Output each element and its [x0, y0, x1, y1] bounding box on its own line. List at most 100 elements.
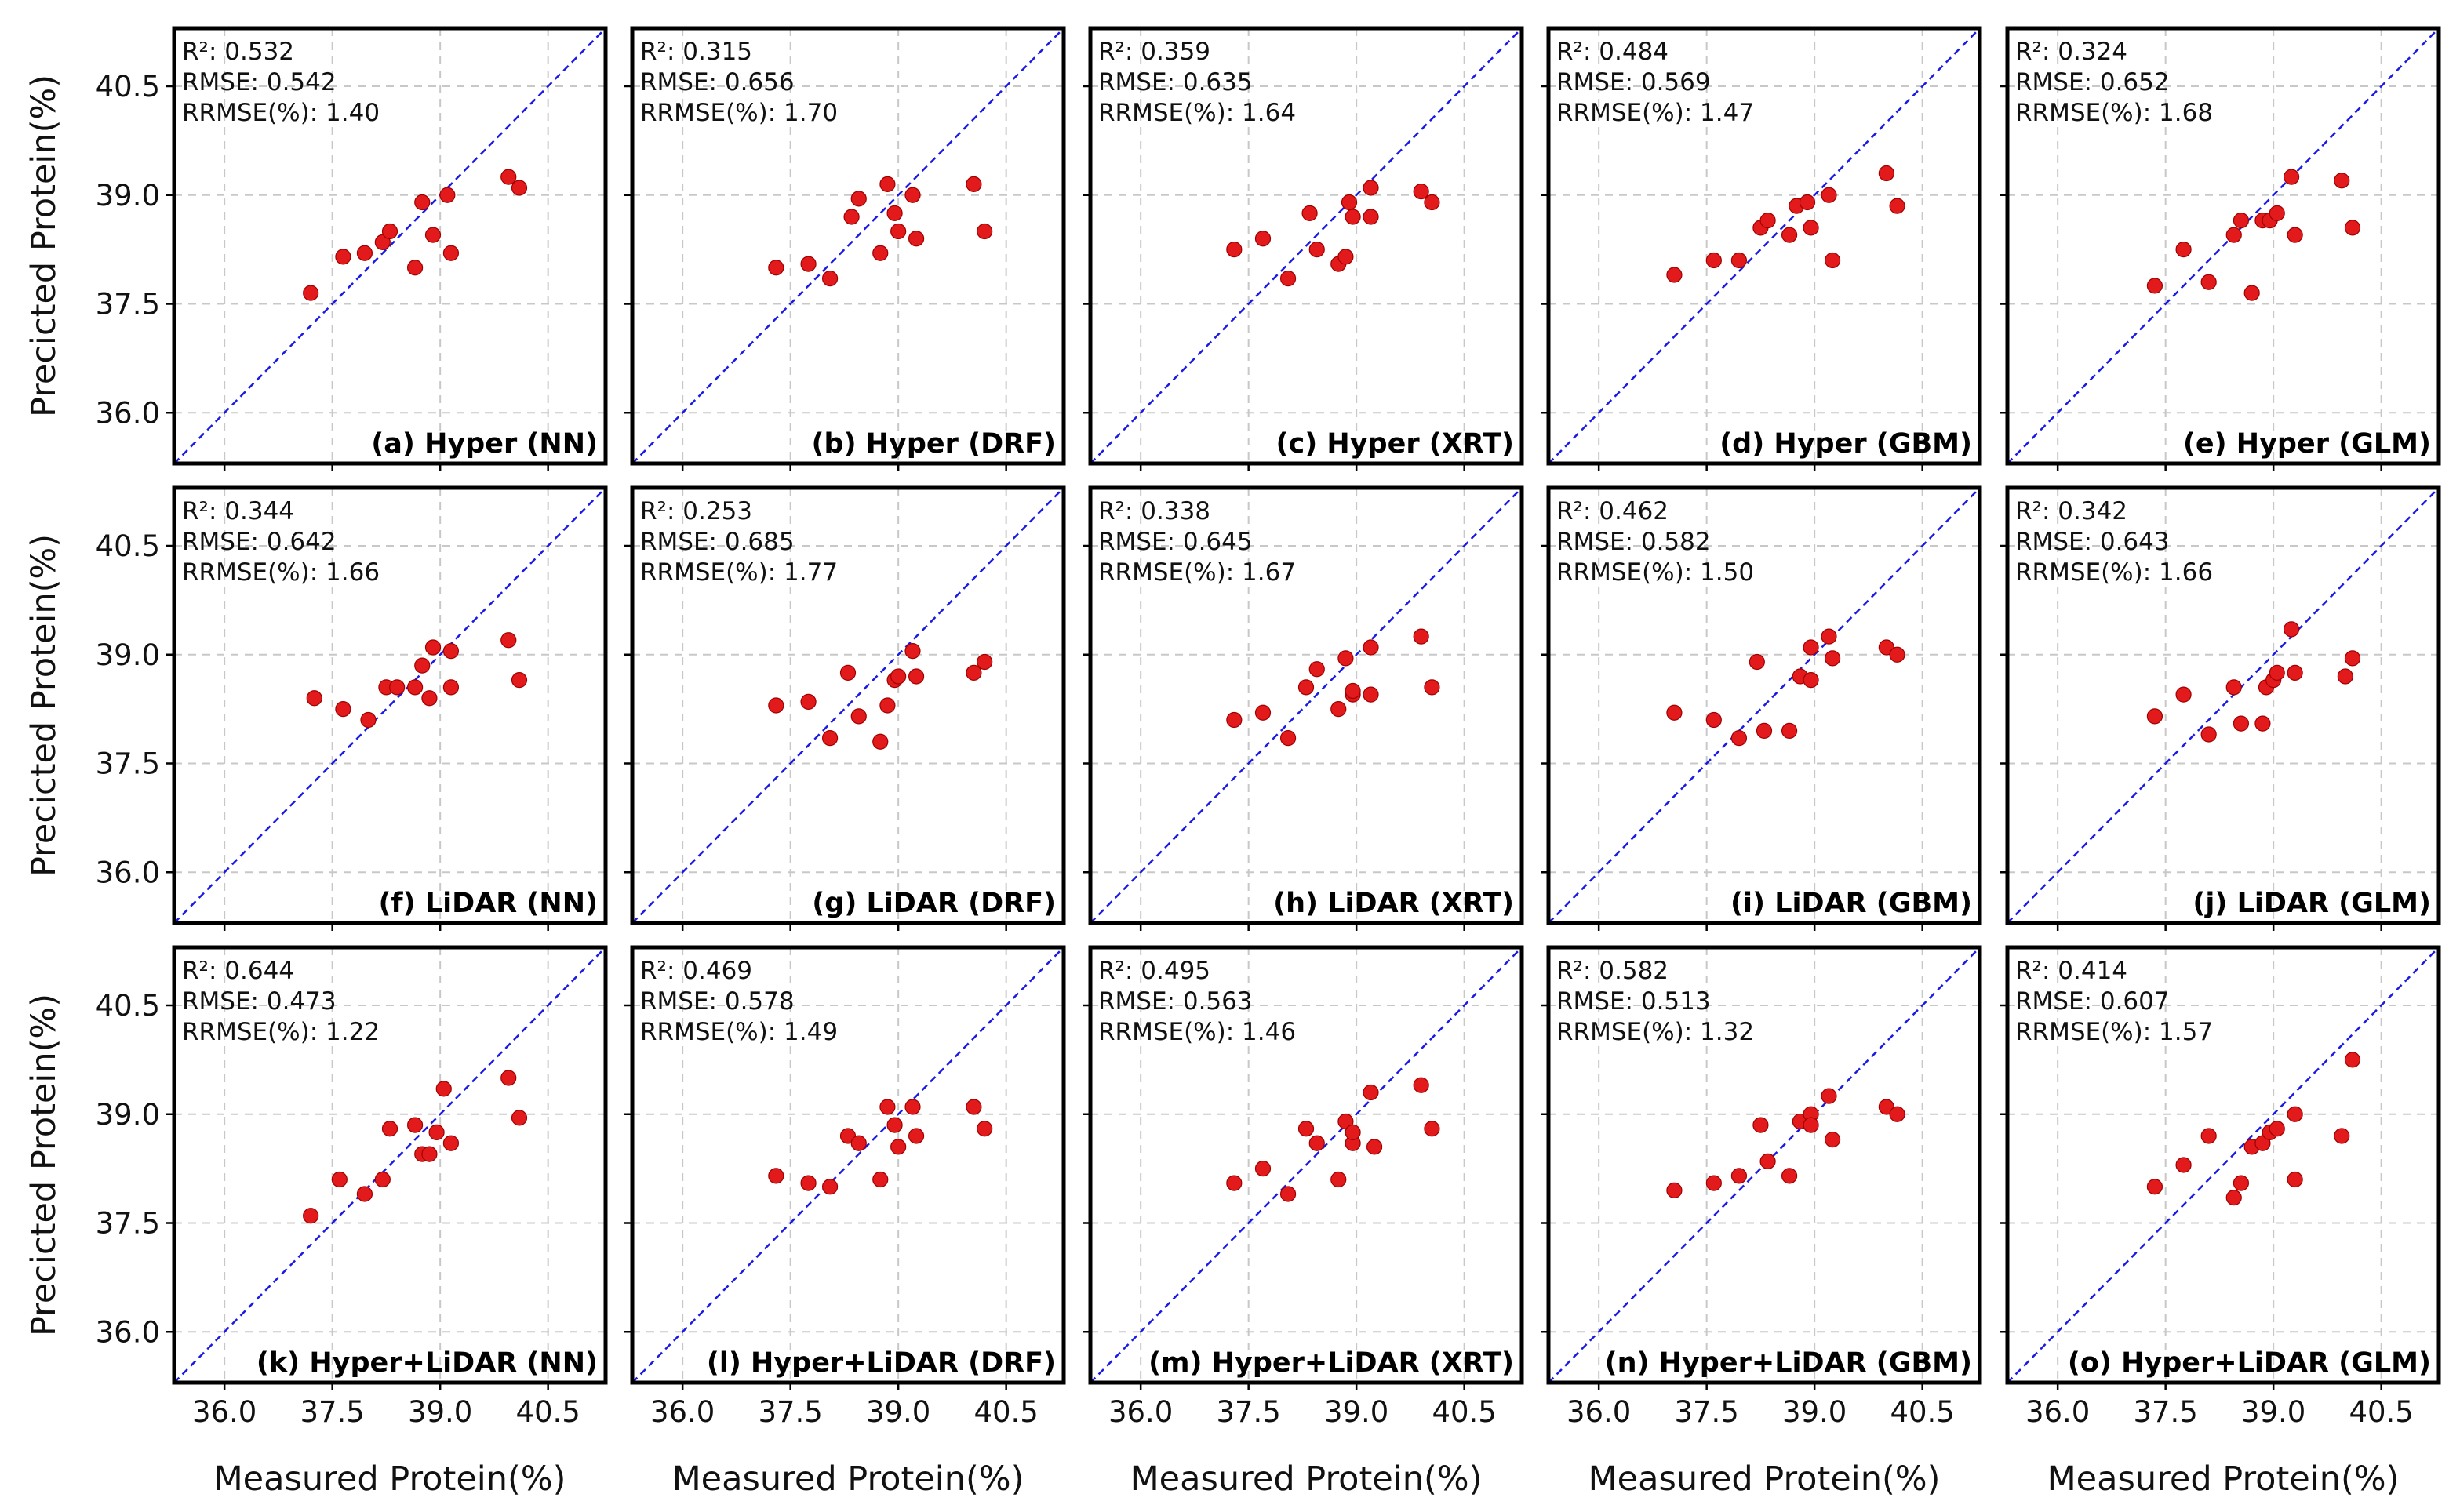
- rrmse-annotation: RRMSE(%): 1.49: [640, 1018, 838, 1046]
- x-axis-label: Measured Protein(%): [1588, 1459, 1941, 1499]
- r2-annotation: R²: 0.469: [640, 957, 752, 985]
- data-point: [904, 187, 921, 203]
- data-point: [977, 223, 993, 240]
- data-point: [977, 653, 993, 671]
- x-tick-label: 39.0: [2241, 1395, 2305, 1429]
- y-tick-label: 37.5: [96, 288, 160, 322]
- data-point: [872, 733, 889, 750]
- data-point: [1254, 704, 1272, 721]
- panel-label: (j) LiDAR (GLM): [2193, 888, 2431, 919]
- identity-line: [1090, 27, 1523, 464]
- data-point: [886, 1117, 903, 1133]
- panel-label: (l) Hyper+LiDAR (DRF): [707, 1347, 1056, 1379]
- data-point: [768, 1168, 784, 1184]
- data-point: [335, 249, 351, 265]
- data-point: [511, 1110, 528, 1126]
- data-point: [2175, 1157, 2192, 1173]
- data-point: [1824, 1132, 1841, 1148]
- data-point: [511, 180, 528, 196]
- data-point: [800, 1175, 817, 1191]
- data-point: [908, 231, 925, 247]
- x-tick-label: 37.5: [300, 1395, 364, 1429]
- data-point: [421, 690, 438, 707]
- data-point: [335, 701, 351, 718]
- panel-label: (g) LiDAR (DRF): [812, 888, 1056, 919]
- x-axis-label: Measured Protein(%): [672, 1459, 1024, 1499]
- data-point: [1803, 1117, 1819, 1133]
- rrmse-annotation: RRMSE(%): 1.32: [1556, 1018, 1754, 1046]
- r2-annotation: R²: 0.462: [1556, 497, 1669, 525]
- rrmse-annotation: RRMSE(%): 1.46: [1098, 1018, 1296, 1046]
- x-tick-label: 40.5: [973, 1395, 1038, 1429]
- data-point: [2344, 650, 2361, 667]
- data-point: [908, 1128, 925, 1144]
- data-point: [303, 1208, 319, 1224]
- r2-annotation: R²: 0.495: [1098, 957, 1210, 985]
- data-point: [500, 632, 517, 649]
- data-point: [381, 223, 398, 240]
- data-point: [1730, 1168, 1748, 1184]
- identity-line: [1548, 487, 1981, 924]
- rmse-annotation: RMSE: 0.582: [1556, 528, 1711, 556]
- data-point: [406, 260, 424, 276]
- data-point: [442, 245, 460, 261]
- data-point: [2283, 621, 2300, 638]
- data-point: [1781, 722, 1798, 739]
- data-point: [768, 697, 784, 714]
- x-tick-label: 40.5: [515, 1395, 580, 1429]
- rmse-annotation: RMSE: 0.578: [640, 987, 795, 1016]
- data-point: [2146, 708, 2163, 725]
- y-tick-label: 37.5: [96, 1207, 160, 1241]
- r2-annotation: R²: 0.582: [1556, 957, 1669, 985]
- data-point: [500, 1070, 517, 1086]
- r2-annotation: R²: 0.644: [182, 957, 294, 985]
- data-point: [1413, 628, 1429, 645]
- data-point: [1279, 730, 1297, 747]
- data-point: [381, 1121, 398, 1137]
- rrmse-annotation: RRMSE(%): 1.67: [1098, 558, 1296, 587]
- data-point: [1730, 730, 1748, 747]
- x-tick-label: 39.0: [408, 1395, 472, 1429]
- data-point: [1337, 249, 1354, 265]
- data-point: [977, 1121, 993, 1137]
- r2-annotation: R²: 0.414: [2015, 957, 2127, 985]
- data-point: [966, 1099, 982, 1115]
- data-point: [2337, 668, 2353, 685]
- rrmse-annotation: RRMSE(%): 1.70: [640, 99, 838, 127]
- data-point: [1803, 672, 1819, 689]
- panel-frame: [1088, 485, 1524, 925]
- data-point: [1341, 194, 1358, 211]
- y-tick-label: 40.5: [96, 989, 160, 1023]
- data-point: [2146, 278, 2163, 294]
- x-tick-label: 36.0: [1567, 1395, 1631, 1429]
- data-point: [511, 672, 528, 689]
- x-tick-label: 39.0: [1324, 1395, 1388, 1429]
- scatter-panel: 36.0 37.5 39.0 40.5 36.0 37.5 39.0 40.5 R²: 0.64…: [24, 945, 608, 1499]
- identity-line: [173, 27, 606, 464]
- x-tick-label: 37.5: [2133, 1395, 2197, 1429]
- data-point: [2233, 213, 2250, 229]
- data-point: [1424, 679, 1440, 696]
- rrmse-annotation: RRMSE(%): 1.40: [182, 99, 380, 127]
- data-point: [374, 234, 391, 250]
- data-point: [1345, 1124, 1361, 1140]
- r2-annotation: R²: 0.338: [1098, 497, 1210, 525]
- data-point: [2334, 1128, 2350, 1144]
- data-point: [389, 679, 406, 696]
- data-point: [1803, 220, 1819, 236]
- data-point: [890, 223, 907, 240]
- panel-label: (n) Hyper+LiDAR (GBM): [1605, 1347, 1972, 1379]
- data-point: [435, 1081, 452, 1097]
- data-point: [1889, 198, 1905, 214]
- x-tick-label: 37.5: [1216, 1395, 1280, 1429]
- data-point: [1337, 650, 1354, 667]
- panel-frame: [172, 945, 608, 1385]
- y-axis-label: Precicted Protein(%): [24, 534, 64, 877]
- data-point: [1821, 1088, 1837, 1104]
- panel-frame: [1546, 26, 1982, 466]
- data-point: [1254, 231, 1272, 247]
